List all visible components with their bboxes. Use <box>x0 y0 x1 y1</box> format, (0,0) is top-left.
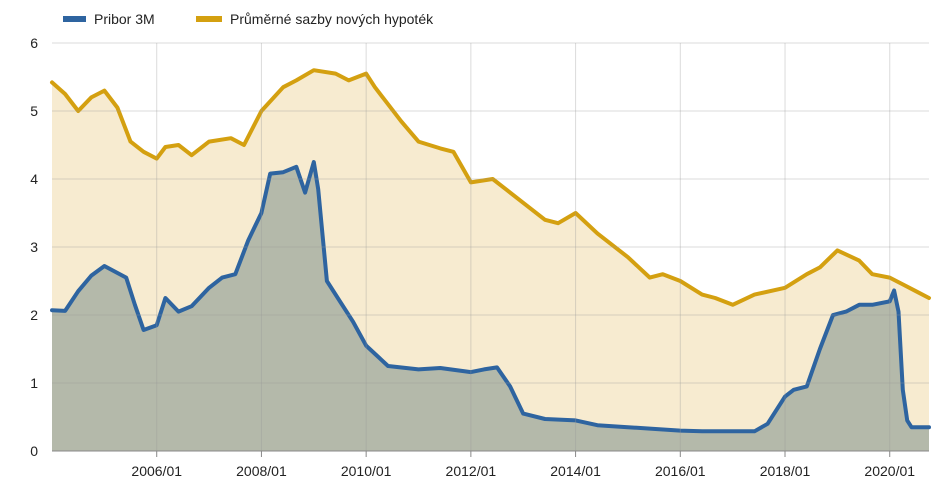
x-tick-label-0: 2006/01 <box>131 463 182 479</box>
y-tick-label-5: 5 <box>30 103 38 119</box>
x-tick-label-1: 2008/01 <box>236 463 287 479</box>
x-tick-label-2: 2010/01 <box>341 463 392 479</box>
line-series-0 <box>50 160 931 434</box>
x-tick-label-6: 2018/01 <box>760 463 811 479</box>
legend-label-pribor: Pribor 3M <box>94 11 155 27</box>
y-tick-label-3: 3 <box>30 239 38 255</box>
legend-label-hypoteky: Průměrné sazby nových hypoték <box>230 11 434 27</box>
x-axis: 2006/01 2008/01 2010/01 2012/01 2014/01 2016/… <box>52 450 929 479</box>
line-series-1 <box>50 68 931 307</box>
y-tick-label-6: 6 <box>30 35 38 51</box>
y-tick-label-1: 1 <box>30 375 38 391</box>
x-tick-label-3: 2012/01 <box>446 463 497 479</box>
y-tick-label-2: 2 <box>30 307 38 323</box>
plot-area <box>50 43 931 451</box>
area-overlap <box>52 162 929 451</box>
legend: Pribor 3M Průměrné sazby nových hypoték <box>63 11 434 27</box>
y-tick-label-0: 0 <box>30 443 38 459</box>
x-tick-label-4: 2014/01 <box>550 463 601 479</box>
x-tick-label-5: 2016/01 <box>655 463 706 479</box>
y-axis: 0 1 2 3 4 5 6 <box>30 35 38 459</box>
y-tick-label-4: 4 <box>30 171 38 187</box>
x-tick-label-7: 2020/01 <box>864 463 915 479</box>
